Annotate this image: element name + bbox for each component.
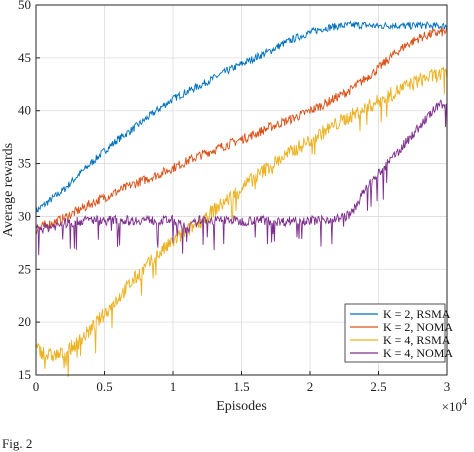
- series-line-1: [35, 20, 448, 215]
- x-tick-label: 0: [33, 379, 40, 394]
- x-tick-label: 1.5: [233, 379, 249, 394]
- series-line-4: [35, 99, 448, 256]
- axis-ticks: 0 0.5 1 1.5 2 2.5 3 15 20 25 30 35 40 45 50: [18, 0, 450, 394]
- series-layer: [35, 20, 448, 378]
- y-tick-label: 15: [18, 367, 31, 382]
- y-tick-label: 30: [18, 208, 31, 223]
- legend-entry: K = 2, NOMA: [383, 320, 453, 334]
- line-chart: 0 0.5 1 1.5 2 2.5 3 15 20 25 30 35 40 45 50 Episodes A…: [1, 0, 467, 414]
- figure-caption: Fig. 2: [2, 436, 33, 451]
- legend-entry: K = 4, RSMA: [383, 333, 451, 347]
- y-axis-label: Average rewards: [1, 143, 16, 237]
- legend-entry: K = 4, NOMA: [383, 346, 453, 360]
- x-axis-label: Episodes: [216, 399, 267, 414]
- x-axis-multiplier: ×104: [442, 397, 467, 414]
- x-tick-label: 1: [170, 379, 177, 394]
- x-tick-label: 3: [444, 379, 451, 394]
- y-tick-label: 25: [18, 261, 31, 276]
- x-tick-label: 2.5: [370, 379, 386, 394]
- y-tick-label: 50: [18, 0, 31, 12]
- y-tick-label: 20: [18, 314, 31, 329]
- y-tick-label: 35: [18, 156, 31, 171]
- series-line-2: [35, 26, 448, 235]
- x-tick-label: 0.5: [96, 379, 112, 394]
- x-multiplier-base: ×10: [442, 399, 462, 414]
- series-line-3: [35, 66, 448, 378]
- y-tick-label: 40: [18, 103, 31, 118]
- x-multiplier-exponent: 4: [462, 397, 467, 408]
- x-tick-label: 2: [307, 379, 314, 394]
- y-tick-label: 45: [18, 50, 31, 65]
- legend-entry: K = 2, RSMA: [383, 307, 451, 321]
